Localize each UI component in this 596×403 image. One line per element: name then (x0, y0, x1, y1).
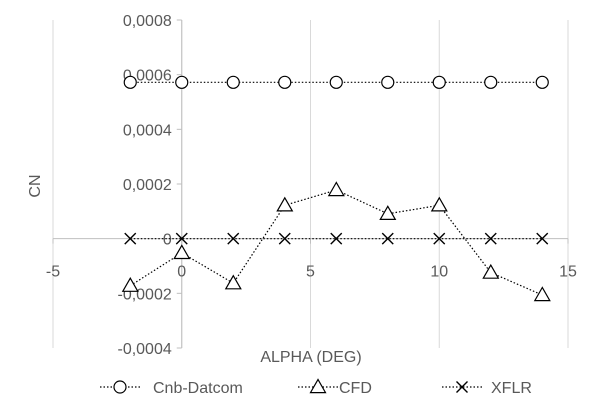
data-point-x-5 (381, 232, 394, 245)
data-point-x-4 (330, 232, 343, 245)
legend-label-triangle: CFD (339, 380, 372, 397)
data-point-triangle-6 (430, 196, 448, 212)
legend: Cnb-Datcom CFD XFLR (100, 378, 532, 397)
y-axis-title: CN (27, 174, 44, 197)
data-point-circle-0 (123, 75, 137, 89)
data-point-triangle-7 (482, 263, 500, 279)
data-point-circle-7 (484, 75, 498, 89)
x-axis-title: ALPHA (DEG) (260, 349, 361, 366)
data-point-triangle-2 (224, 274, 242, 290)
data-point-circle-1 (175, 75, 189, 89)
data-point-x-7 (484, 232, 497, 245)
data-point-circle-2 (226, 75, 240, 89)
data-point-triangle-4 (327, 181, 345, 197)
data-point-x-2 (227, 232, 240, 245)
data-point-triangle-0 (121, 276, 139, 292)
data-point-x-8 (536, 232, 549, 245)
y-tick-label-2: 0 (163, 232, 172, 249)
legend-marker-circle (113, 380, 127, 394)
data-point-circle-3 (278, 75, 292, 89)
series-triangle (121, 181, 551, 302)
x-tick-label-4: 15 (559, 264, 577, 281)
series (121, 75, 551, 302)
data-point-triangle-8 (533, 286, 551, 302)
legend-item-circle: Cnb-Datcom (100, 380, 243, 397)
data-point-circle-6 (432, 75, 446, 89)
series-x (124, 232, 549, 245)
y-tick-label-0: -0,0004 (117, 341, 171, 358)
y-tick-label-3: 0,0002 (123, 177, 172, 194)
legend-item-triangle: CFD (298, 378, 372, 397)
data-point-circle-4 (329, 75, 343, 89)
data-point-triangle-1 (173, 244, 191, 260)
x-tick-label-3: 10 (430, 264, 448, 281)
data-point-x-6 (433, 232, 446, 245)
data-point-x-3 (278, 232, 291, 245)
legend-label-circle: Cnb-Datcom (153, 380, 243, 397)
data-point-triangle-3 (276, 196, 294, 212)
y-tick-label-4: 0,0004 (123, 122, 172, 139)
data-point-circle-5 (381, 75, 395, 89)
y-tick-label-6: 0,0008 (123, 13, 172, 30)
data-point-circle-8 (535, 75, 549, 89)
axes (52, 19, 569, 349)
legend-item-x: XFLR (442, 380, 532, 397)
legend-label-x: XFLR (491, 380, 532, 397)
legend-marker-x (456, 381, 468, 393)
data-point-triangle-5 (379, 205, 397, 220)
x-tick-label-0: -5 (46, 264, 60, 281)
x-tick-label-1: 0 (177, 264, 186, 281)
x-tick-label-2: 5 (306, 264, 315, 281)
series-line-triangle (129, 189, 543, 296)
legend-marker-triangle (309, 378, 327, 394)
series-circle (123, 75, 549, 89)
tick-labels: -5 0 5 10 15-0,0004-0,000200,00020,00040,000… (46, 13, 577, 358)
data-point-x-0 (124, 232, 137, 245)
data-point-x-1 (175, 232, 188, 245)
